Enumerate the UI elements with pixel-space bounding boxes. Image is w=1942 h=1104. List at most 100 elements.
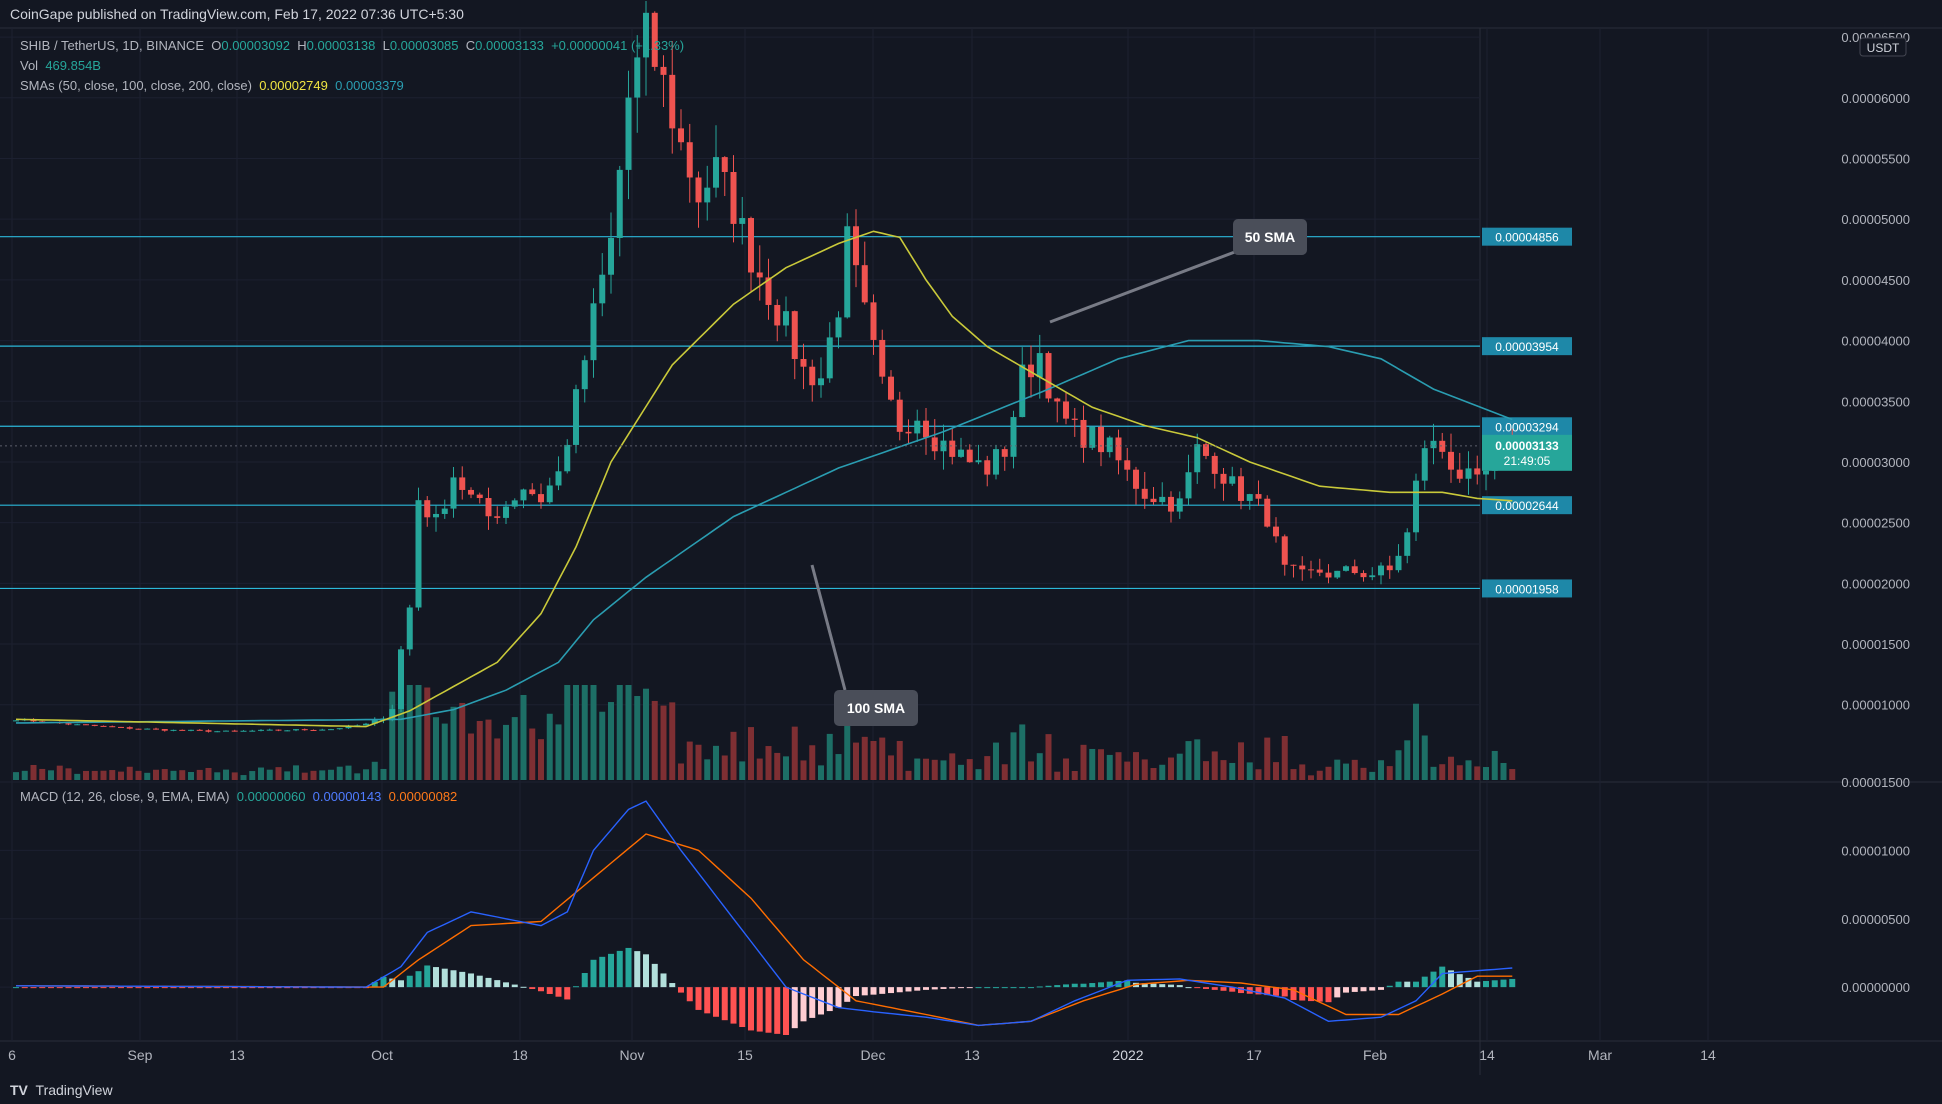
volume-bar [721, 755, 728, 780]
volume-bar [765, 746, 772, 780]
macd-histogram-bar [144, 987, 151, 989]
macd-histogram-bar [433, 967, 439, 988]
candle-body [1150, 498, 1157, 503]
macd-histogram-bar [398, 980, 404, 988]
candle-body [398, 649, 404, 710]
candle-body [1360, 573, 1367, 578]
macd-histogram-bar [1203, 987, 1209, 989]
candle-body [1369, 575, 1376, 578]
volume-bar [879, 737, 886, 780]
x-axis-tick-label: 6 [8, 1047, 16, 1063]
y-axis-tick-label: 0.00006000 [1841, 91, 1910, 106]
sma100-value: 0.00003379 [335, 78, 404, 93]
volume-bar [686, 741, 693, 780]
volume-bar [21, 770, 28, 780]
sma100-callout-box [834, 690, 918, 726]
macd-histogram-bar [581, 973, 588, 988]
volume-bar [923, 758, 929, 780]
macd-histogram-bar [966, 987, 973, 989]
candle-body [328, 729, 334, 731]
volume-bar [179, 770, 186, 780]
candle-body [503, 506, 509, 518]
macd-histogram-bar [424, 965, 431, 988]
macd-histogram-bar [503, 982, 509, 988]
macd-histogram-bar [179, 987, 186, 989]
volume-bar [739, 761, 746, 780]
candle-body [1141, 488, 1148, 499]
candle-body [1281, 536, 1288, 565]
macd-histogram-bar [931, 987, 938, 990]
candle-body [756, 272, 763, 278]
candle-body [520, 489, 527, 501]
volume-bar [564, 685, 571, 780]
candle-body [450, 477, 457, 509]
x-axis-tick-label: 13 [964, 1047, 980, 1063]
candle-body [363, 723, 369, 726]
macd-histogram-bar [634, 951, 641, 988]
volume-bar [336, 766, 343, 780]
x-axis-tick-label: Sep [128, 1047, 153, 1063]
macd-histogram-bar [1080, 983, 1087, 988]
macd-histogram-bar [1141, 983, 1148, 988]
macd-histogram-bar [555, 987, 562, 997]
macd-histogram-bar [975, 987, 982, 989]
macd-histogram-bar [538, 987, 544, 992]
candle-body [485, 498, 492, 517]
candle-body [118, 726, 124, 728]
volume-bar [1185, 741, 1192, 780]
candle-body [669, 74, 676, 129]
candle-body [1448, 451, 1454, 470]
macd-histogram-bar [1150, 983, 1157, 988]
candle-body [144, 728, 151, 730]
macd-histogram-bar [573, 986, 579, 988]
sma100-line [16, 339, 1513, 724]
volume-bar [695, 744, 702, 780]
level-price-label: 0.00004856 [1495, 231, 1559, 245]
candle-body [170, 729, 177, 731]
volume-bar [870, 740, 877, 780]
macd-histogram-bar [100, 987, 107, 989]
volume-bar [214, 772, 221, 780]
macd-histogram-bar [284, 987, 291, 989]
candle-body [476, 494, 483, 499]
volume-bar [91, 770, 98, 780]
macd-histogram-bar [476, 975, 483, 988]
volume-bar [791, 726, 798, 780]
volume-bar [1395, 750, 1402, 780]
currency-label: USDT [1867, 41, 1900, 55]
macd-histogram-bar [1395, 981, 1402, 988]
macd-histogram-bar [494, 980, 501, 988]
volume-bar [1369, 771, 1376, 780]
macd-histogram-bar [468, 973, 474, 988]
candle-body [258, 729, 264, 731]
volume-bar [1456, 765, 1463, 780]
candle-body [1220, 473, 1227, 484]
candle-body [896, 399, 903, 432]
macd-histogram-bar [529, 987, 536, 990]
volume-bar [1150, 768, 1157, 780]
macd-histogram-bar [249, 987, 256, 989]
volume-bar [231, 772, 238, 780]
volume-bar [1316, 770, 1323, 780]
candle-body [844, 226, 851, 318]
macd-histogram-bar [1500, 979, 1507, 988]
candle-body [1404, 532, 1411, 556]
volume-bar [196, 769, 203, 780]
volume-bar [1036, 753, 1043, 780]
macd-histogram-bar [275, 987, 282, 989]
candle-body [1071, 418, 1078, 420]
volume-bar [651, 700, 658, 780]
tradingview-footer[interactable]: TV TradingView [10, 1082, 113, 1098]
macd-histogram-bar [914, 987, 921, 991]
level-price-label: 0.00003294 [1495, 420, 1559, 434]
volume-bar [1360, 767, 1367, 780]
candle-body [1273, 526, 1279, 537]
volume-bar [1115, 752, 1122, 780]
candle-body [161, 729, 168, 731]
macd-histogram-bar [1220, 987, 1227, 991]
volume-bar [826, 733, 833, 780]
macd-axis-tick-label: 0.00001500 [1841, 775, 1910, 790]
candle-body [529, 489, 536, 495]
candle-body [406, 607, 413, 650]
